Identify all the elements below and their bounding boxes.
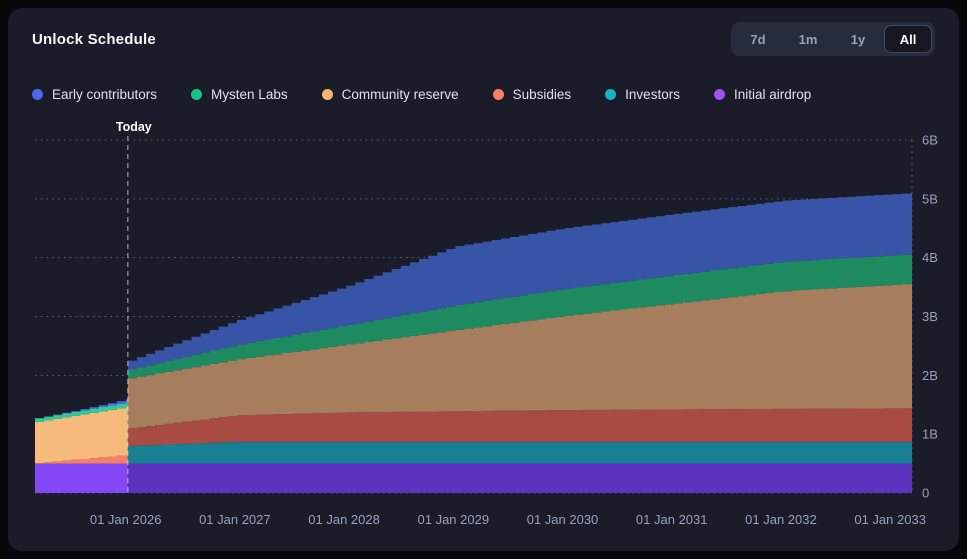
legend-dot-icon — [492, 88, 504, 100]
page-title: Unlock Schedule — [32, 30, 156, 48]
range-button-1m[interactable]: 1m — [784, 25, 832, 53]
legend-dot-icon — [321, 88, 333, 100]
x-tick-label-2029: 01 Jan 2029 — [418, 512, 490, 527]
range-button-7d[interactable]: 7d — [734, 25, 782, 53]
y-tick-label-3B: 3B — [922, 309, 938, 324]
area-future-subsidies — [127, 408, 912, 446]
area-past-subsidies — [35, 454, 128, 464]
area-past-initial-airdrop — [35, 463, 128, 493]
x-tick-label-2030: 01 Jan 2030 — [527, 512, 599, 527]
unlock-schedule-card: Today 0 1B 2B 3B 4B 5B 6B 01 Jan 2026 01 Jan 2027… — [8, 8, 959, 551]
y-tick-label-4B: 4B — [922, 250, 938, 265]
range-button-all[interactable]: All — [884, 25, 932, 53]
y-tick-label-6B: 6B — [922, 133, 938, 148]
range-button-1y[interactable]: 1y — [834, 25, 882, 53]
area-future-early-contributors — [127, 192, 912, 370]
area-future-initial-airdrop — [127, 463, 912, 493]
y-tick-label-5B: 5B — [922, 191, 938, 206]
legend-dot-icon — [605, 88, 617, 100]
time-range-selector: 7d 1m 1y All — [731, 22, 935, 56]
x-tick-label-2028: 01 Jan 2028 — [308, 512, 380, 527]
area-past-community-reserve — [35, 406, 128, 463]
legend-label: Investors — [625, 86, 680, 102]
area-future-mysten-labs — [127, 254, 912, 379]
legend-dot-icon — [32, 88, 43, 100]
legend-item-investors[interactable]: Investors — [605, 87, 680, 102]
chart-legend: Early contributors Mysten Labs Community… — [32, 82, 943, 106]
legend-label: Community reserve — [341, 86, 459, 102]
legend-item-community-reserve[interactable]: Community reserve — [321, 86, 459, 102]
x-tick-label-2026: 01 Jan 2026 — [90, 512, 162, 527]
card-header: Unlock Schedule 7d 1m 1y All — [8, 8, 959, 70]
x-tick-label-2032: 01 Jan 2032 — [745, 512, 817, 527]
x-tick-label-2027: 01 Jan 2027 — [199, 512, 271, 527]
y-tick-label-0: 0 — [922, 486, 929, 501]
unlock-schedule-chart[interactable]: Today 0 1B 2B 3B 4B 5B 6B 01 Jan 2026 01 Jan 2027… — [8, 8, 959, 551]
legend-item-early-contributors[interactable]: Early contributors — [32, 87, 157, 102]
legend-dot-icon — [713, 88, 725, 100]
area-future-investors — [127, 441, 912, 464]
area-past-mysten-labs — [35, 401, 128, 422]
y-tick-label-2B: 2B — [922, 368, 938, 383]
legend-item-initial-airdrop[interactable]: Initial airdrop — [713, 86, 812, 102]
legend-label: Mysten Labs — [211, 86, 288, 102]
y-tick-label-1B: 1B — [922, 427, 938, 442]
legend-label: Subsidies — [512, 86, 572, 102]
x-tick-label-2031: 01 Jan 2031 — [636, 512, 708, 527]
x-tick-label-2033: 01 Jan 2033 — [854, 512, 926, 527]
legend-dot-icon — [191, 88, 203, 100]
today-label: Today — [116, 120, 152, 134]
legend-item-mysten-labs[interactable]: Mysten Labs — [191, 87, 288, 102]
area-future-community-reserve — [127, 283, 912, 429]
legend-label: Early contributors — [52, 86, 158, 102]
legend-label: Initial airdrop — [733, 86, 812, 102]
legend-item-subsidies[interactable]: Subsidies — [492, 86, 572, 102]
